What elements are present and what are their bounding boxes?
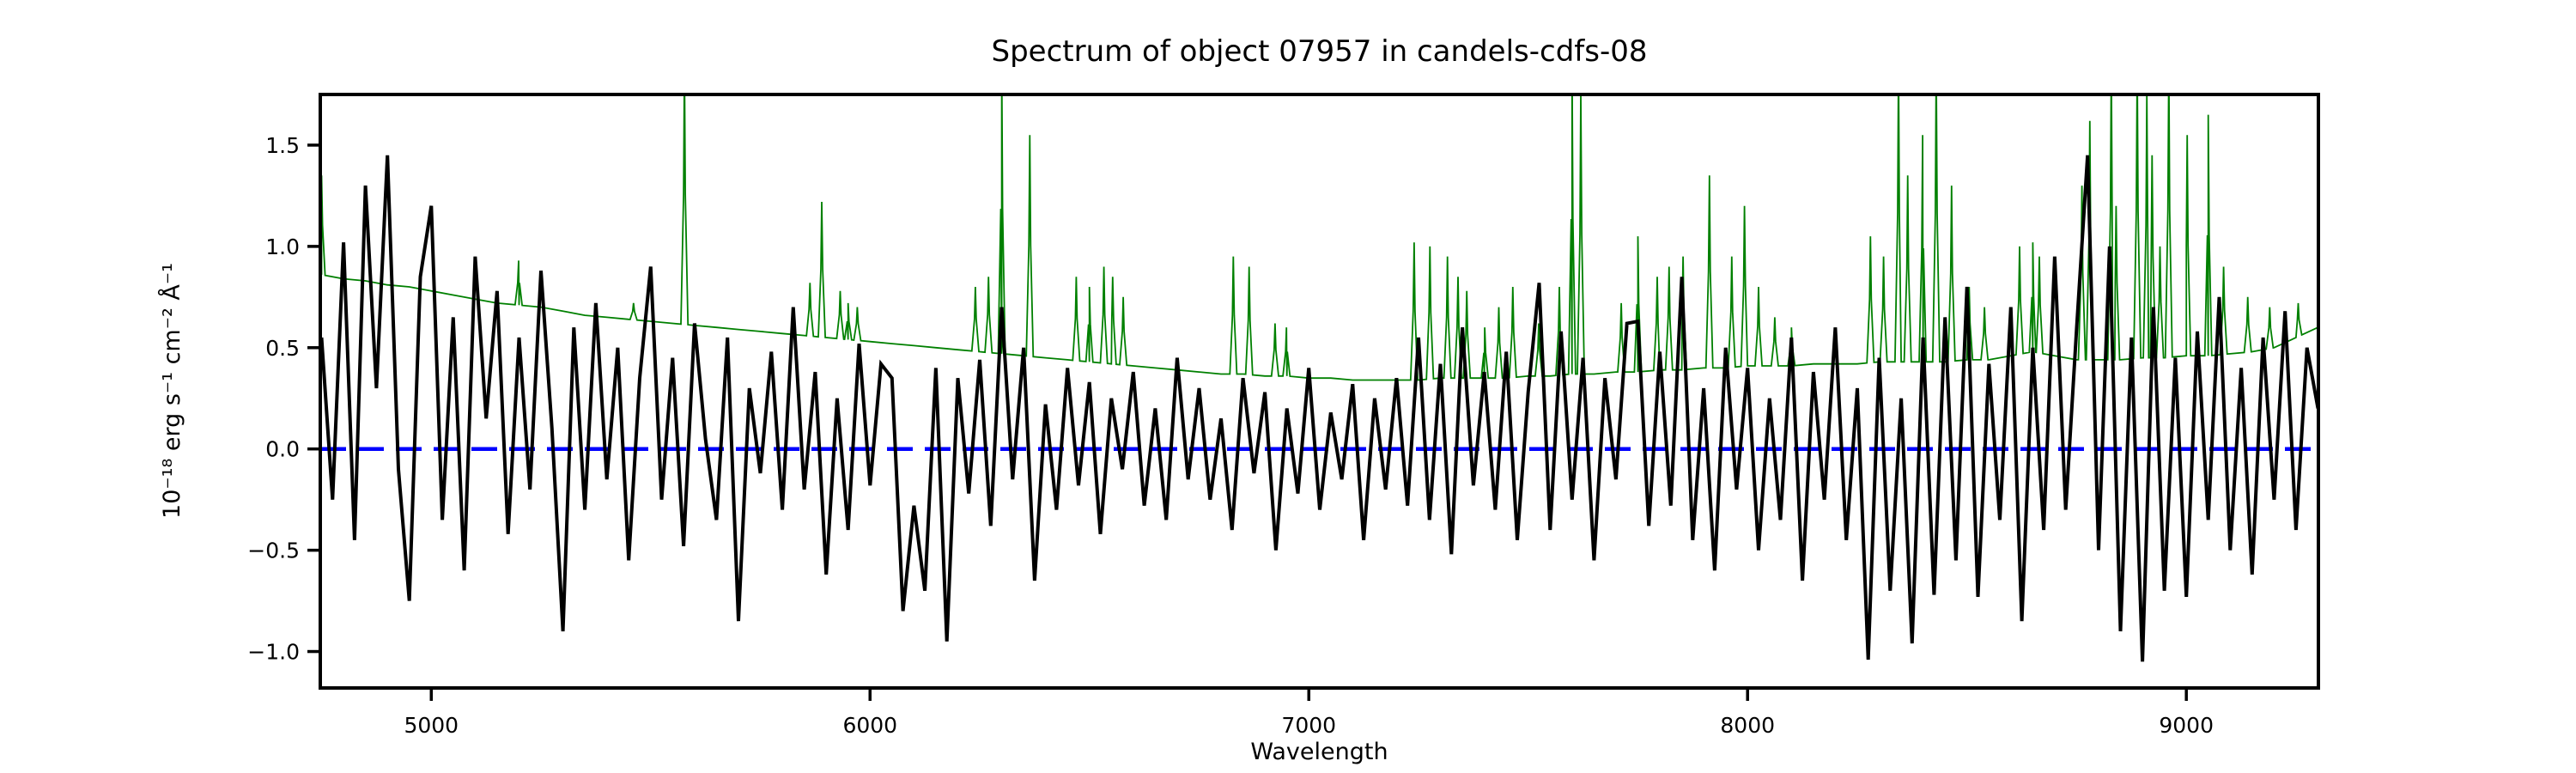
sky-series-path	[320, 94, 2318, 381]
x-tick-label: 9000	[2159, 713, 2214, 738]
y-tick-label: −0.5	[247, 539, 300, 563]
y-tick-label: 0.0	[265, 437, 300, 462]
x-tick-label: 8000	[1720, 713, 1775, 738]
y-tick-label: −1.0	[247, 640, 300, 665]
x-tick-label: 7000	[1281, 713, 1336, 738]
y-axis-label: 10⁻¹⁸ erg s⁻¹ cm⁻² Å⁻¹	[159, 263, 185, 519]
x-tick-label: 6000	[842, 713, 897, 738]
plot-border	[319, 93, 2320, 690]
y-tick-label: 1.0	[265, 234, 300, 259]
x-axis-label: Wavelength	[1250, 739, 1388, 765]
y-tick-label: 1.5	[265, 133, 300, 158]
y-tick-label: 0.5	[265, 336, 300, 361]
x-tick-label: 5000	[404, 713, 459, 738]
plot-area	[320, 94, 2318, 688]
chart-title: Spectrum of object 07957 in candels-cdfs…	[991, 34, 1648, 69]
flux-series-path	[320, 155, 2318, 662]
